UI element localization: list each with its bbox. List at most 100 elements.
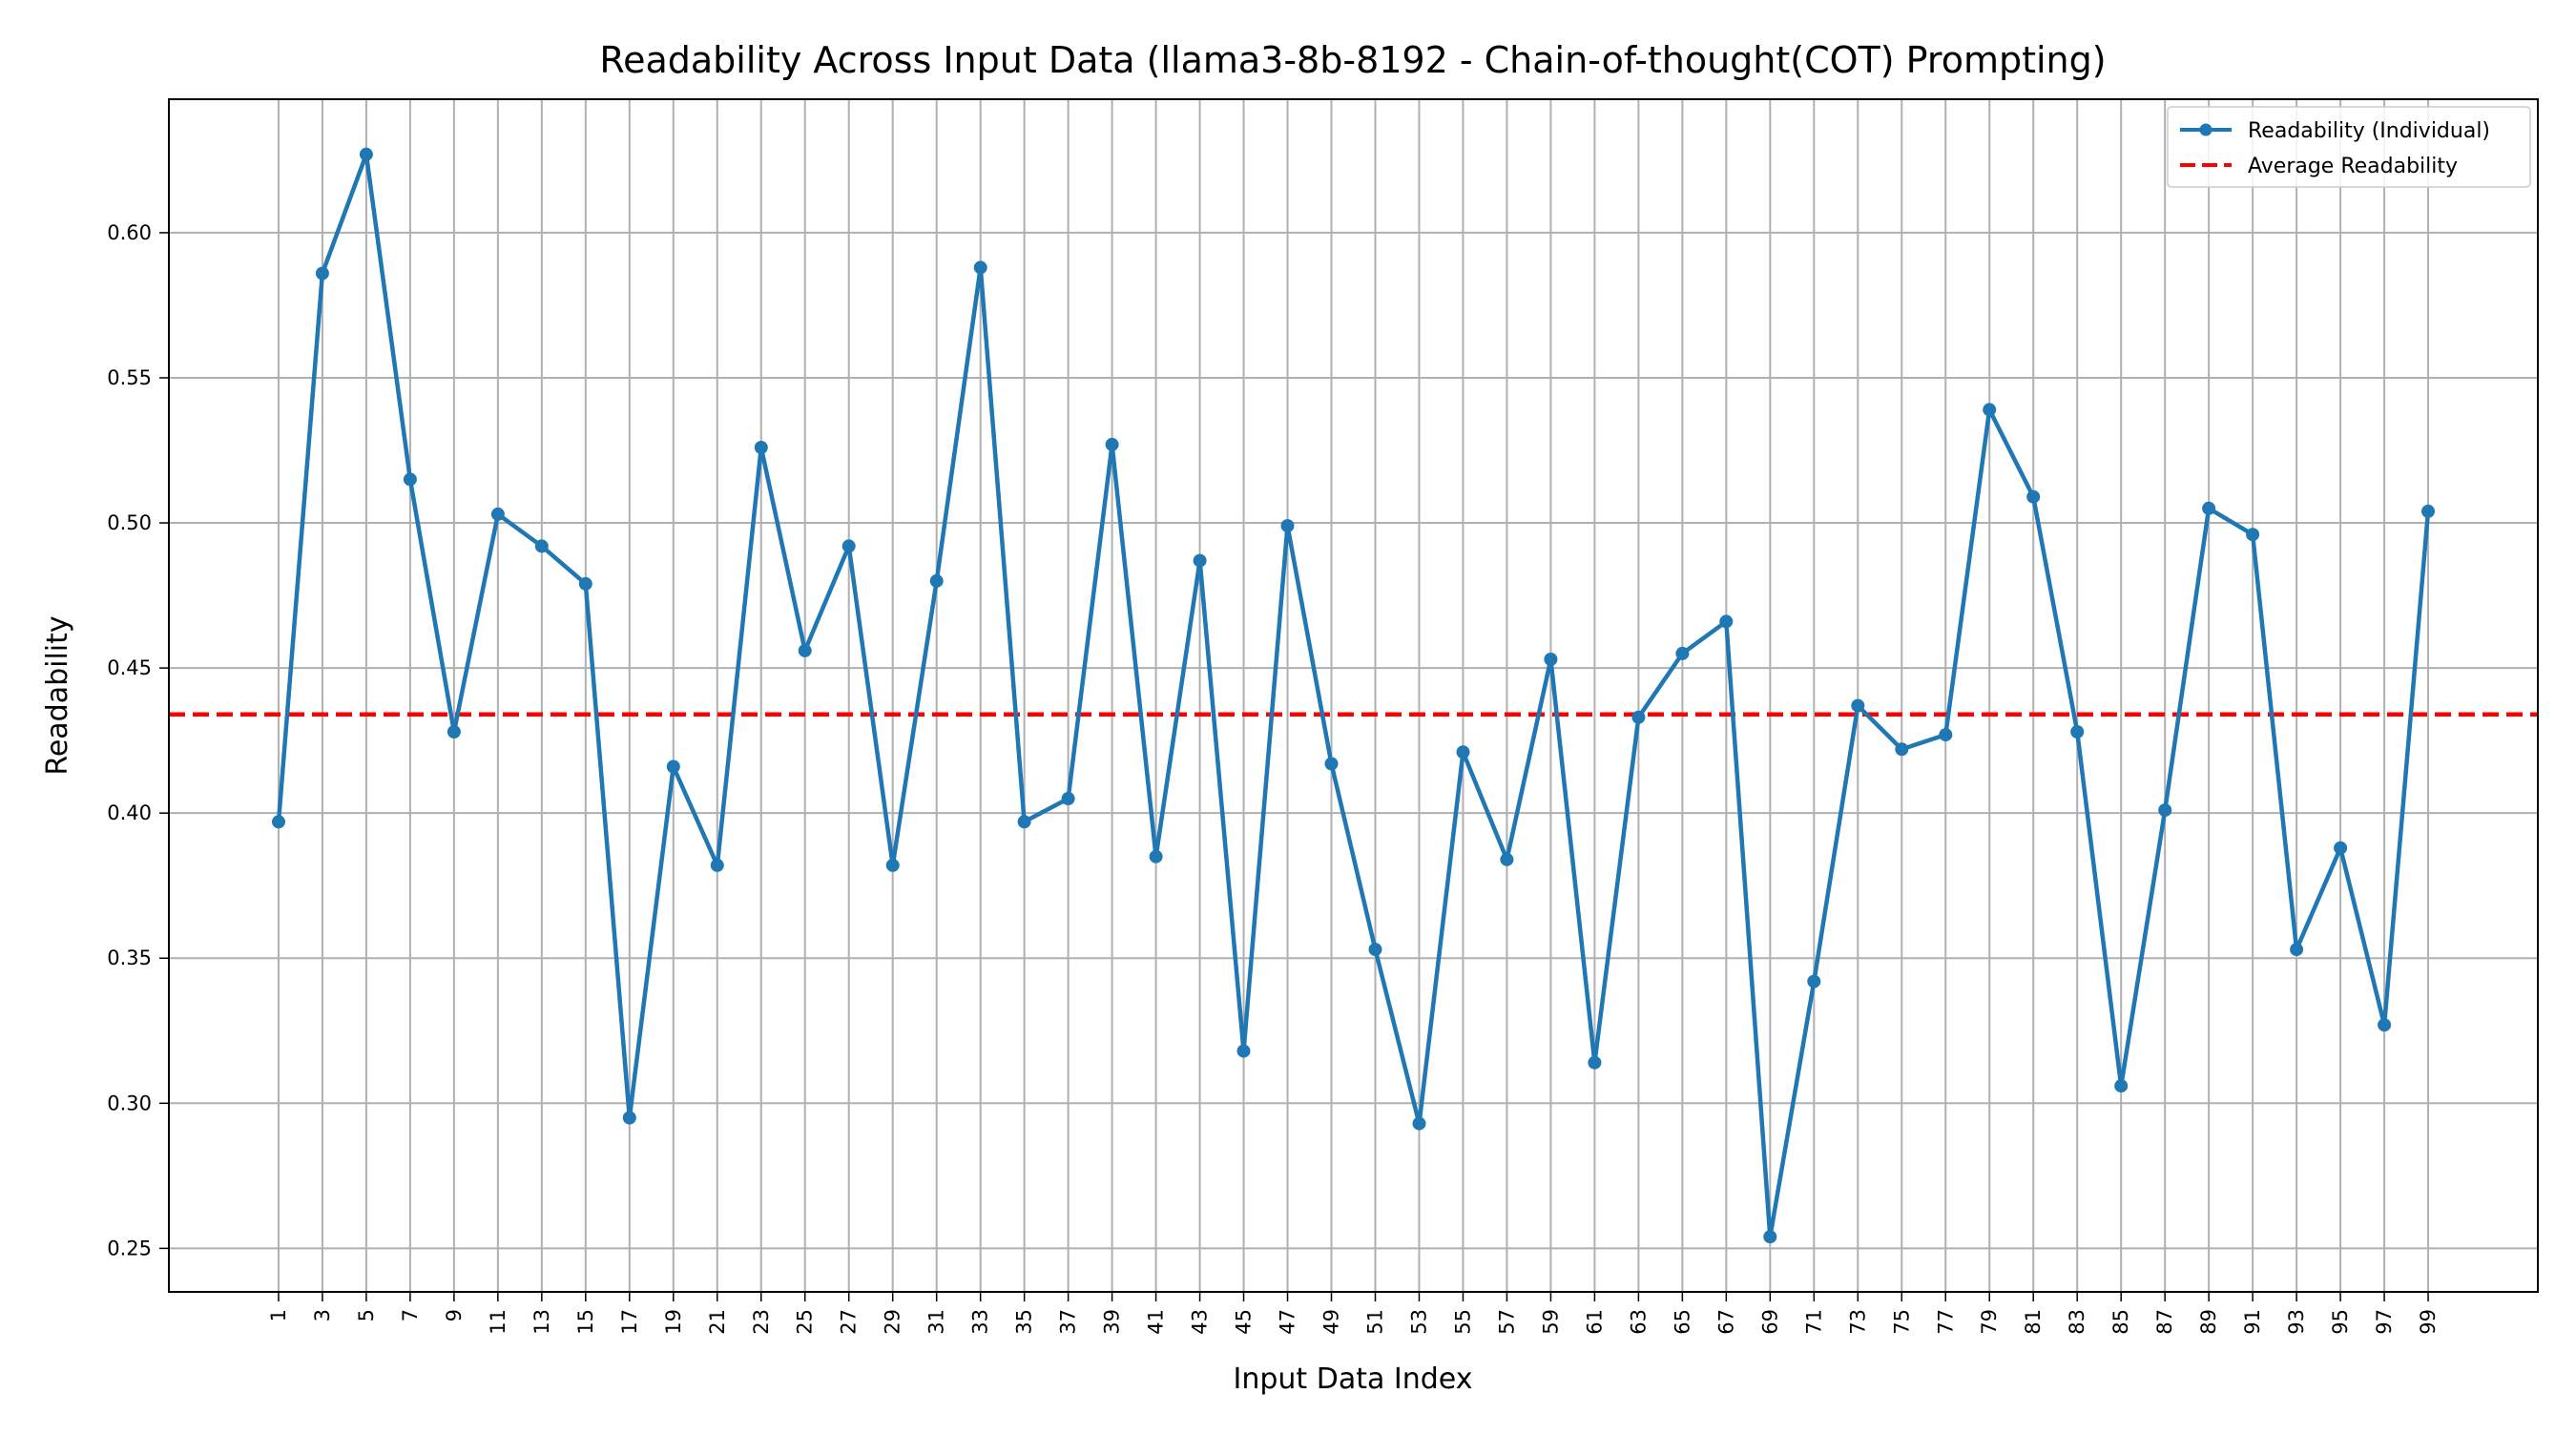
y-tick-label: 0.50 [107,511,152,534]
chart-title: Readability Across Input Data (llama3-8b… [599,39,2106,81]
grid-layer [169,99,2538,1292]
x-tick-label: 5 [355,1309,378,1321]
readability-point [1061,792,1075,805]
readability-point [1763,1230,1777,1244]
x-tick-label: 91 [2241,1309,2264,1335]
x-tick-label: 49 [1320,1309,1343,1335]
x-tick-label: 75 [1890,1309,1913,1335]
readability-point [2070,725,2085,738]
readability-point [622,1111,636,1125]
readability-point [2026,489,2041,504]
readability-point [885,858,900,872]
x-tick-label: 31 [925,1309,948,1335]
x-tick-label: 51 [1363,1309,1386,1335]
x-tick-label: 69 [1758,1309,1781,1335]
readability-point [973,260,987,275]
legend-label-individual: Readability (Individual) [2248,119,2490,143]
x-tick-label: 27 [838,1309,861,1335]
readability-point [2421,504,2435,518]
legend-marker-individual [2199,123,2212,136]
x-tick-label: 57 [1495,1309,1518,1335]
readability-point [754,441,768,454]
y-axis-label: Readability [41,615,74,775]
readability-point [359,147,373,161]
y-tick-label: 0.35 [107,946,152,969]
readability-point [798,643,812,657]
x-tick-label: 13 [530,1309,553,1335]
readability-point [2202,501,2216,515]
x-tick-label: 81 [2022,1309,2045,1335]
readability-point [1500,852,1514,866]
readability-point [1807,974,1821,988]
readability-point [1544,653,1558,666]
readability-series-line [276,152,2431,1239]
y-tick-label: 0.30 [107,1092,152,1114]
readability-point [447,725,461,738]
readability-point [929,573,944,588]
legend-label-average: Average Readability [2248,155,2458,178]
x-tick-label: 41 [1145,1309,1168,1335]
readability-point [2334,841,2348,855]
x-tick-label: 37 [1057,1309,1080,1335]
x-tick-label: 77 [1934,1309,1957,1335]
x-tick-label: 87 [2153,1309,2176,1335]
readability-point [2114,1079,2129,1093]
x-tick-label: 79 [1978,1309,2001,1335]
readability-point [1631,710,1646,724]
x-tick-label: 17 [618,1309,641,1335]
x-tick-label: 85 [2109,1309,2132,1335]
x-tick-label: 39 [1101,1309,1124,1335]
y-tick-label: 0.45 [107,656,152,679]
x-tick-label: 99 [2417,1309,2440,1335]
readability-point [1280,519,1295,533]
readability-point [1368,943,1382,957]
x-tick-label: 97 [2373,1309,2396,1335]
x-tick-label: 25 [794,1309,817,1335]
x-tick-label: 7 [399,1309,422,1321]
readability-point [2378,1018,2392,1032]
readability-point [841,539,856,553]
readability-point [2158,803,2172,818]
x-tick-label: 67 [1714,1309,1737,1335]
x-tick-label: 33 [969,1309,992,1335]
readability-point [403,472,417,487]
x-tick-label: 3 [311,1309,334,1321]
x-tick-label: 1 [267,1309,290,1321]
x-axis-ticks: 1 3 5 7 9 11 13 15 17 19 21 23 25 27 29 31 33 35 37 39 41 43 4… [267,1292,2440,1335]
x-tick-label: 95 [2329,1309,2352,1335]
readability-point [1017,815,1031,829]
readability-point [490,507,505,521]
y-axis-ticks: 0.25 0.30 0.35 0.40 0.45 0.50 0.55 0.60 [107,221,169,1259]
x-tick-label: 73 [1846,1309,1869,1335]
x-tick-label: 11 [487,1309,509,1335]
readability-point [272,815,285,829]
x-tick-label: 23 [750,1309,773,1335]
readability-point [1851,698,1865,713]
x-tick-label: 61 [1583,1309,1606,1335]
x-tick-label: 65 [1671,1309,1693,1335]
readability-point [1675,646,1690,660]
x-tick-label: 47 [1277,1309,1299,1335]
x-tick-label: 59 [1539,1309,1562,1335]
series-layer [272,147,2435,1244]
readability-point [1588,1055,1602,1070]
x-tick-label: 29 [882,1309,904,1335]
readability-point [666,759,680,774]
readability-point [1149,849,1163,863]
x-tick-label: 15 [574,1309,597,1335]
readability-point [578,576,592,591]
readability-point [1412,1116,1426,1131]
readability-point [1456,745,1470,759]
y-tick-label: 0.40 [107,801,152,824]
legend-frame [2167,106,2531,188]
legend: Readability (Individual) Average Readabi… [2167,106,2531,188]
readability-point [1193,553,1207,568]
x-tick-label: 9 [443,1309,466,1321]
x-tick-label: 93 [2285,1309,2308,1335]
readability-point [534,539,549,553]
readability-point [2290,943,2304,957]
x-tick-label: 63 [1627,1309,1650,1335]
y-tick-label: 0.60 [107,221,152,244]
y-tick-label: 0.25 [107,1237,152,1259]
